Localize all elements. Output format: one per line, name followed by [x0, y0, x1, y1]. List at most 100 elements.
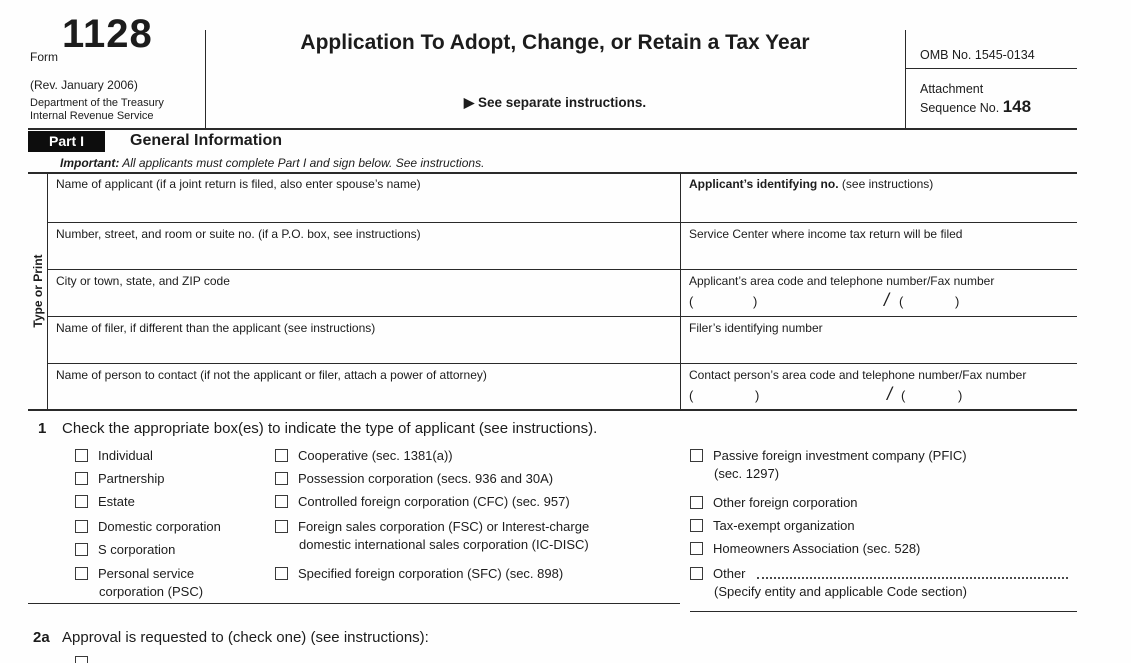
- type-or-print-label: Type or Print: [30, 254, 45, 328]
- checkbox-cooperative[interactable]: [275, 449, 288, 462]
- attachment-sequence: Sequence No. 148: [920, 97, 1031, 117]
- checkbox-label: Individual: [98, 448, 153, 463]
- checkbox-homeowners-association[interactable]: [690, 542, 703, 555]
- checkbox-label: Tax-exempt organization: [713, 518, 855, 533]
- checkbox-label: Domestic corporation: [98, 519, 221, 534]
- other-specify-line[interactable]: [757, 567, 1068, 579]
- applicant-name-label: Name of applicant (if a joint return is …: [56, 177, 421, 191]
- checkbox-item-individual: Individual: [75, 448, 153, 463]
- checkbox-estate[interactable]: [75, 495, 88, 508]
- applicant-phone-entry[interactable]: ( ) / ( ): [689, 290, 1069, 312]
- important-text: All applicants must complete Part I and …: [119, 156, 485, 170]
- city-state-zip-label: City or town, state, and ZIP code: [56, 274, 230, 288]
- checkbox-label: Other: [713, 566, 746, 581]
- contact-person-field[interactable]: Name of person to contact (if not the ap…: [48, 364, 680, 408]
- filer-id-field[interactable]: Filer’s identifying number: [681, 317, 1077, 362]
- checkbox-label: Controlled foreign corporation (CFC) (se…: [298, 494, 570, 509]
- filer-name-field[interactable]: Name of filer, if different than the app…: [48, 317, 680, 362]
- paren-close: ): [955, 294, 960, 309]
- checkbox-cfc[interactable]: [275, 495, 288, 508]
- paren-open: (: [901, 388, 906, 403]
- applicant-phone-field[interactable]: Applicant’s area code and telephone numb…: [681, 270, 1077, 315]
- city-state-zip-field[interactable]: City or town, state, and ZIP code: [48, 270, 680, 315]
- table-row-rule-4: [47, 363, 1077, 364]
- contact-phone-label: Contact person’s area code and telephone…: [689, 368, 1027, 382]
- checkbox-item-possession-corporation: Possession corporation (secs. 936 and 30…: [275, 471, 553, 486]
- table-column-divider: [680, 172, 681, 410]
- agency-line-1: Department of the Treasury: [30, 97, 164, 109]
- important-label: Important:: [60, 156, 120, 170]
- checkbox-label: S corporation: [98, 542, 176, 557]
- service-center-field[interactable]: Service Center where income tax return w…: [681, 223, 1077, 268]
- street-address-field[interactable]: Number, street, and room or suite no. (i…: [48, 223, 680, 268]
- checkbox-item-other-foreign-corporation: Other foreign corporation: [690, 495, 858, 510]
- form-word: Form: [30, 50, 58, 64]
- checkbox-label-line2: domestic international sales corporation…: [299, 537, 589, 552]
- checkbox-psc[interactable]: [75, 567, 88, 580]
- contact-phone-field[interactable]: Contact person’s area code and telephone…: [681, 364, 1077, 408]
- item1-bottom-rule-right: [690, 611, 1077, 612]
- checkbox-item-sfc: Specified foreign corporation (SFC) (sec…: [275, 566, 563, 581]
- checkbox-other-foreign-corporation[interactable]: [690, 496, 703, 509]
- checkbox-item-s-corporation: S corporation: [75, 542, 175, 557]
- checkbox-s-corporation[interactable]: [75, 543, 88, 556]
- paren-close: ): [753, 294, 758, 309]
- filer-name-label: Name of filer, if different than the app…: [56, 321, 376, 335]
- applicant-phone-label: Applicant’s area code and telephone numb…: [689, 274, 995, 288]
- applicant-id-field[interactable]: Applicant’s identifying no. (see instruc…: [681, 173, 1077, 221]
- checkbox-label: Specified foreign corporation (SFC) (sec…: [298, 566, 564, 581]
- form-revision: (Rev. January 2006): [30, 78, 138, 92]
- paren-open: (: [689, 294, 694, 309]
- checkbox-other[interactable]: [690, 567, 703, 580]
- line1-number: 1: [38, 420, 47, 437]
- item1-bottom-rule-left: [28, 603, 680, 604]
- agency-line-2: Internal Revenue Service: [30, 110, 154, 122]
- checkbox-label: Estate: [98, 494, 135, 509]
- checkbox-label: Foreign sales corporation (FSC) or Inter…: [298, 519, 590, 534]
- applicant-id-label: Applicant’s identifying no. (see instruc…: [681, 173, 1077, 191]
- applicant-name-field[interactable]: Name of applicant (if a joint return is …: [48, 173, 680, 221]
- header-divider-right: [905, 30, 906, 128]
- part1-title: General Information: [130, 132, 283, 149]
- paren-close: ): [958, 388, 963, 403]
- checkbox-item-cfc: Controlled foreign corporation (CFC) (se…: [275, 494, 570, 509]
- table-row-rule-2: [47, 269, 1077, 270]
- checkbox-domestic-corporation[interactable]: [75, 520, 88, 533]
- phone-fax-slash: /: [884, 290, 890, 310]
- checkbox-fsc-icdisc[interactable]: [275, 520, 288, 533]
- checkbox-possession-corporation[interactable]: [275, 472, 288, 485]
- contact-phone-entry[interactable]: ( ) / ( ): [689, 384, 1069, 406]
- checkbox-pfic[interactable]: [690, 449, 703, 462]
- line2a-text: Approval is requested to (check one) (se…: [62, 629, 429, 646]
- checkbox-tax-exempt[interactable]: [690, 519, 703, 532]
- checkbox-label: Other foreign corporation: [713, 495, 858, 510]
- checkbox-individual[interactable]: [75, 449, 88, 462]
- header-divider-left: [205, 30, 206, 128]
- checkbox-label: Passive foreign investment company (PFIC…: [713, 448, 967, 463]
- attachment-sequence-label: Sequence No.: [920, 101, 1000, 115]
- checkbox-item-psc: Personal service: [75, 566, 194, 581]
- checkbox-label: Homeowners Association (sec. 528): [713, 541, 921, 556]
- checkbox-sfc[interactable]: [275, 567, 288, 580]
- checkbox-item-pfic: Passive foreign investment company (PFIC…: [690, 448, 967, 463]
- header-bottom-rule: [28, 128, 1077, 130]
- paren-open: (: [899, 294, 904, 309]
- table-row-rule-1: [47, 222, 1077, 223]
- service-center-label: Service Center where income tax return w…: [689, 227, 963, 241]
- table-bottom-rule: [28, 409, 1077, 411]
- omb-number: OMB No. 1545-0134: [920, 48, 1035, 62]
- checkbox-item-homeowners-association: Homeowners Association (sec. 528): [690, 541, 920, 556]
- table-row-rule-3: [47, 316, 1077, 317]
- phone-fax-slash: /: [887, 384, 893, 404]
- form-number: 1128: [62, 12, 153, 56]
- checkbox-label-line2: corporation (PSC): [99, 584, 204, 599]
- checkbox-partnership[interactable]: [75, 472, 88, 485]
- checkbox-item-other: Other: [690, 566, 746, 581]
- attachment-sequence-number: 148: [1002, 97, 1032, 116]
- checkbox-label-line2: (sec. 1297): [714, 466, 780, 481]
- line1-text: Check the appropriate box(es) to indicat…: [62, 420, 598, 437]
- applicant-id-label-bold: Applicant’s identifying no.: [689, 177, 839, 191]
- checkbox-2a-partial[interactable]: [75, 656, 88, 663]
- checkbox-label: Possession corporation (secs. 936 and 30…: [298, 471, 554, 486]
- attachment-label: Attachment: [920, 82, 984, 96]
